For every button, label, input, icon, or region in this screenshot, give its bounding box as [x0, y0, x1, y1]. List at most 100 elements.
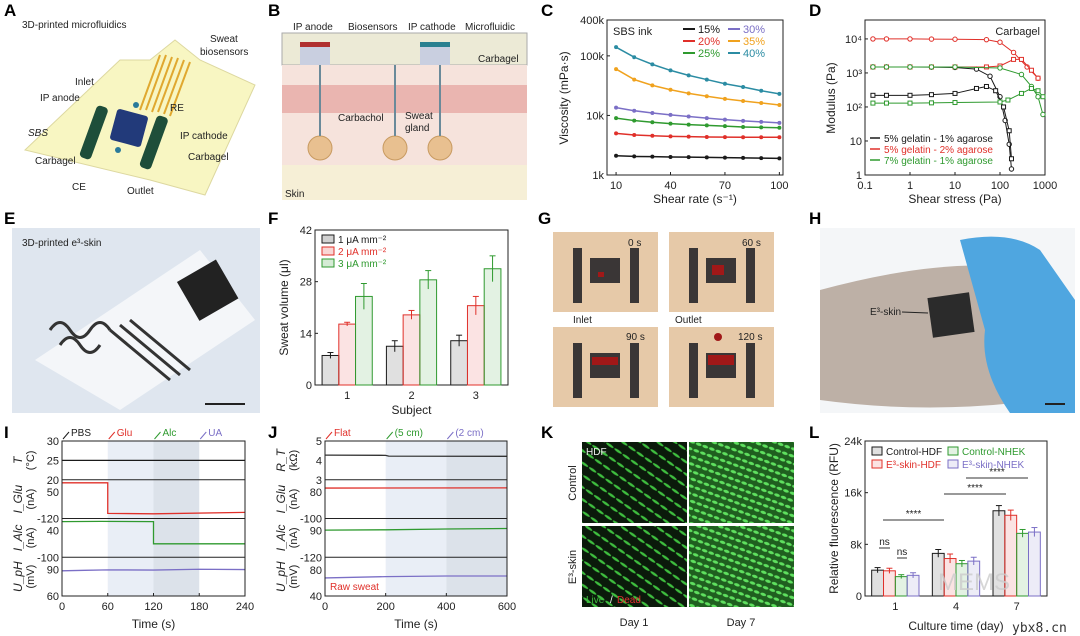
data-point: [686, 73, 691, 78]
y-axis-label: R_T: [274, 447, 288, 471]
x-axis-label: Culture time (day): [908, 619, 1003, 633]
data-point: [997, 99, 1003, 105]
y-axis-label: I_Glu: [274, 484, 288, 513]
col-label-day7: Day 7: [727, 617, 756, 629]
legend-label: 3 μA mm⁻²: [338, 259, 387, 270]
subplot-I_Alc: 40 -100 I_Alc (nA): [11, 520, 245, 564]
legend-label: 7% gelatin - 1% agarose: [884, 156, 993, 167]
y-axis-label: T: [11, 455, 25, 464]
micrograph-e3skin-day1: [582, 526, 687, 607]
data-point: [883, 36, 890, 42]
data-point: [870, 92, 876, 98]
y-tick-label: -100: [37, 552, 59, 564]
data-point: [973, 85, 979, 91]
legend-label: E³-skin-HDF: [886, 460, 941, 471]
printed-circuit: [48, 318, 191, 382]
y-tick-label: 80: [310, 565, 322, 577]
panel-label-h: H: [809, 209, 821, 228]
y-tick-label: 90: [47, 564, 59, 576]
y-axis-label: I_Alc: [11, 525, 25, 552]
data-point: [1005, 97, 1011, 103]
data-point: [704, 155, 709, 160]
label-skin: Skin: [285, 189, 304, 200]
sweat-ducts: [319, 65, 441, 136]
y-unit-label: (nA): [25, 527, 37, 548]
bar: [1027, 531, 1041, 597]
series-25%: [614, 116, 782, 130]
series-line: [61, 568, 246, 572]
y-tick-label: 42: [300, 225, 312, 237]
bar: [906, 574, 920, 597]
data-point: [777, 156, 782, 161]
data-point: [928, 36, 935, 42]
watermark-brand: MEMS: [938, 569, 1010, 596]
panel-label-a: A: [4, 1, 16, 20]
y-tick-label: 90: [310, 526, 322, 538]
data-point: [686, 91, 691, 96]
x-tick-label: 1: [892, 601, 898, 613]
x-tick-label: 180: [190, 601, 208, 613]
data-point: [1001, 104, 1007, 110]
y-tick-label: -100: [300, 514, 322, 526]
data-point: [952, 90, 958, 96]
data-point: [759, 88, 764, 93]
event-label: PBS: [71, 428, 91, 439]
data-point: [907, 36, 913, 42]
legend-label: Control-HDF: [886, 447, 942, 458]
series-15%: [614, 153, 782, 161]
data-point: [1040, 94, 1046, 100]
series-line: [324, 527, 508, 531]
y-unit-label: (nA): [288, 489, 300, 510]
data-point: [870, 64, 876, 70]
label-carbagel-right: Carbagel: [188, 152, 229, 163]
y-axis-label: I_Glu: [11, 484, 25, 513]
y-tick-label: 3: [316, 475, 322, 487]
data-point: [722, 135, 727, 140]
label-carbagel-left: Carbagel: [35, 156, 76, 167]
event-arrow: [325, 431, 333, 440]
y-tick-label: 10²: [846, 102, 862, 114]
x-tick-label: 0: [59, 601, 65, 613]
legend-swatch: [321, 258, 335, 268]
data-point: [686, 134, 691, 139]
gloved-hand: [960, 236, 1075, 413]
data-point: [759, 156, 764, 161]
data-point: [907, 100, 913, 106]
significance-label: ****: [989, 467, 1005, 478]
x-axis-label: Shear stress (Pa): [908, 192, 1001, 206]
data-point: [632, 154, 637, 159]
x-tick-label: 1: [907, 180, 913, 192]
data-point: [759, 135, 764, 140]
data-point: [704, 94, 709, 99]
label-re: RE: [170, 103, 184, 114]
data-point: [741, 135, 746, 140]
panel-label-l: L: [809, 423, 819, 442]
event-arrow: [199, 431, 207, 440]
label-sweat: Sweat: [210, 34, 238, 45]
data-point: [1035, 88, 1041, 94]
data-point: [883, 64, 890, 70]
legend-swatch: [321, 234, 335, 244]
carbagel-cathode: [420, 47, 450, 65]
data-point: [983, 64, 989, 70]
chart-c: 10 40 70 100 1k 10k 100k 400k Viscosity (mPa·s) S…: [557, 15, 789, 206]
data-point: [632, 55, 637, 60]
event-label: Glu: [117, 428, 133, 439]
legend-label: 5% gelatin - 2% agarose: [884, 145, 993, 156]
data-point: [1008, 166, 1015, 172]
y-tick-label: 1: [856, 170, 862, 182]
bar: [385, 345, 404, 386]
data-point: [1018, 90, 1024, 96]
x-tick-label: 100: [770, 180, 788, 192]
label-sweat: Sweat: [405, 111, 433, 122]
data-point: [1028, 85, 1034, 91]
data-point: [870, 36, 876, 42]
label-gland: gland: [405, 123, 429, 134]
series-30%: [614, 105, 782, 125]
data-point: [1011, 56, 1017, 62]
data-point: [722, 155, 727, 160]
chart-title: SBS ink: [613, 26, 653, 38]
y-axis-label: U_pH: [274, 561, 288, 592]
panel-label-i: I: [4, 423, 9, 442]
x-tick-label: 60: [102, 601, 114, 613]
